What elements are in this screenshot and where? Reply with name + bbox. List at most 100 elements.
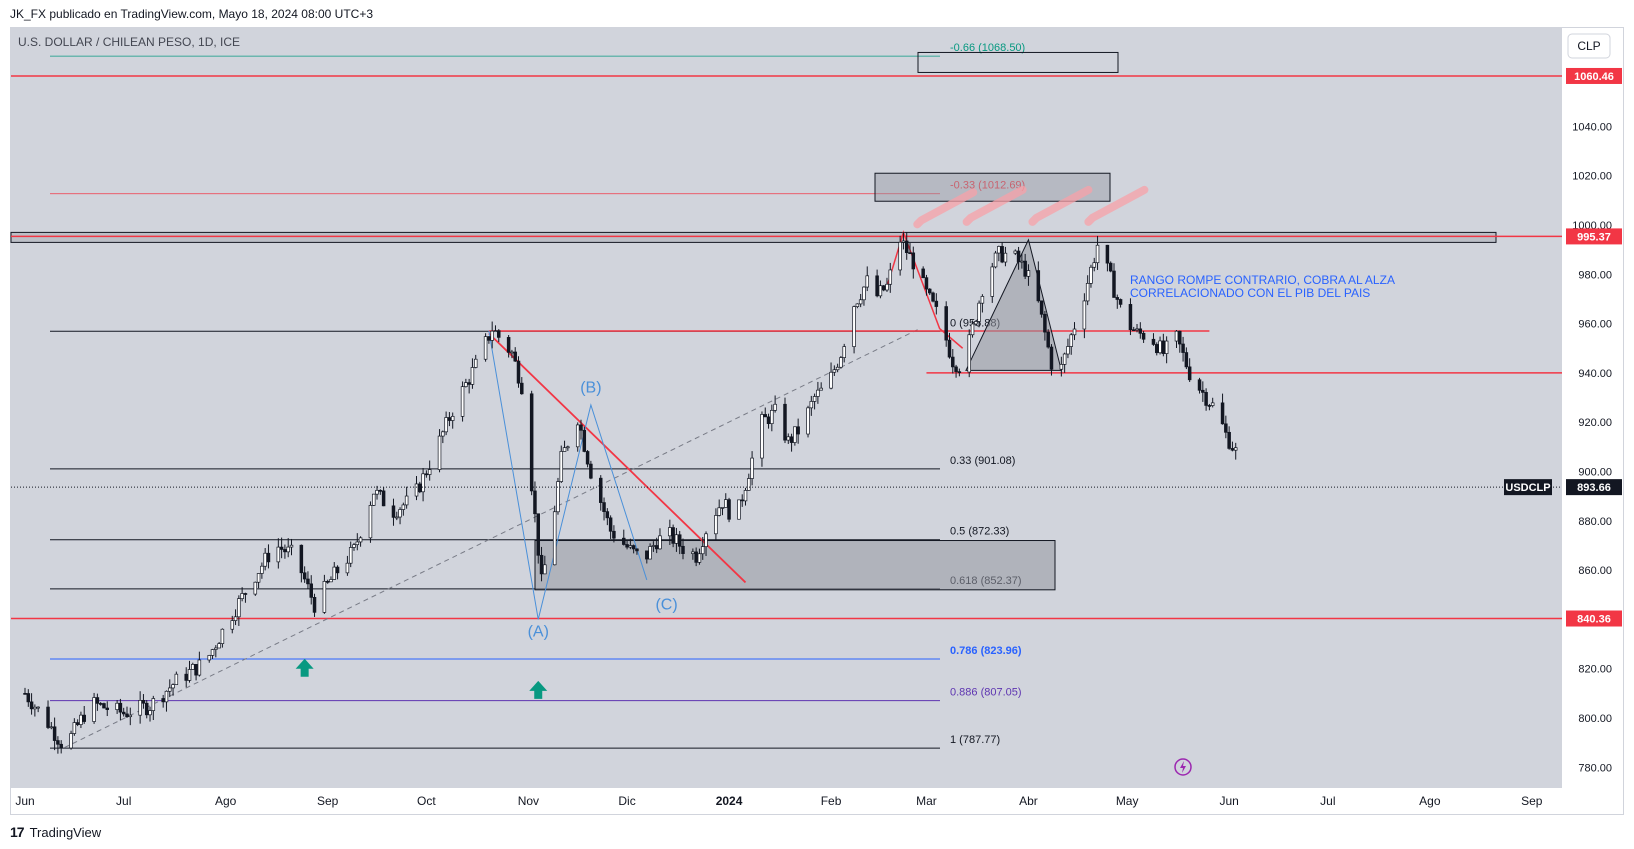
candle: [46, 700, 50, 730]
x-tick-label: Jun: [15, 794, 34, 808]
currency-button[interactable]: CLP: [1567, 33, 1611, 59]
candle: [539, 546, 544, 582]
candle-body: [957, 371, 962, 373]
candle: [1043, 310, 1047, 341]
candle: [858, 293, 863, 308]
candle: [118, 698, 123, 721]
candle: [970, 320, 975, 338]
candle: [138, 691, 142, 724]
candle-body: [789, 436, 794, 443]
candle-body: [898, 241, 902, 271]
candle-body: [562, 447, 567, 452]
candle: [1089, 264, 1093, 288]
candle: [654, 537, 659, 554]
candle-body: [1043, 313, 1047, 333]
candle-body: [75, 722, 80, 725]
candle-body: [533, 490, 537, 515]
candle: [421, 467, 425, 502]
candle: [299, 544, 304, 583]
currency-button-bg[interactable]: [1567, 33, 1611, 59]
time-axis[interactable]: [11, 788, 1622, 814]
tradingview-brand[interactable]: TradingView: [29, 824, 102, 840]
candle-body: [424, 473, 429, 476]
candle: [174, 671, 179, 685]
x-tick-label: Jul: [116, 794, 131, 808]
candle-body: [881, 285, 886, 291]
candle: [645, 550, 649, 564]
candle-body: [322, 581, 327, 613]
candle-body: [513, 351, 517, 362]
candle: [36, 706, 40, 713]
candle: [556, 477, 560, 515]
pink-pointer-arrow-icon: [962, 185, 1027, 226]
candle: [164, 690, 169, 712]
candle-body: [724, 499, 728, 508]
candle-body: [819, 387, 823, 391]
y-tick-label: 1040.00: [1572, 121, 1612, 133]
candle: [724, 493, 728, 508]
candle-body: [1187, 366, 1192, 381]
candle: [944, 301, 948, 347]
candle-body: [1227, 431, 1231, 449]
candle: [737, 499, 741, 520]
candle-body: [786, 436, 791, 441]
candle-body: [1201, 389, 1205, 393]
candle: [72, 718, 77, 736]
candle: [79, 711, 83, 729]
candle-body: [875, 275, 879, 297]
candle-body: [1003, 252, 1008, 263]
tradingview-logo-icon[interactable]: 17: [10, 824, 25, 840]
candle: [717, 499, 721, 517]
x-tick-label: Sep: [317, 794, 339, 808]
candle-body: [1026, 270, 1031, 277]
candle: [506, 334, 511, 358]
target-box-1068: [917, 51, 1119, 73]
candle: [1039, 300, 1044, 318]
candle: [533, 481, 537, 523]
candle-body: [1095, 244, 1100, 264]
price-axis[interactable]: [1562, 28, 1622, 788]
candle: [197, 651, 202, 677]
candle: [1026, 264, 1031, 286]
lightning-icon-bolt[interactable]: [1180, 761, 1186, 773]
candle: [1141, 330, 1146, 343]
candle: [605, 508, 610, 526]
symbol-badge: USDCLP: [1504, 479, 1552, 496]
y-tick-label: 800.00: [1578, 713, 1612, 725]
candle: [812, 393, 817, 410]
candle-body: [174, 673, 179, 685]
candle: [839, 355, 843, 369]
candle-body: [121, 711, 126, 715]
lightning-icon[interactable]: [1174, 758, 1192, 776]
candle-body: [727, 499, 731, 520]
level-label-fib-minus-0.66: -0.66 (1068.50): [950, 42, 1025, 54]
candle: [589, 460, 593, 480]
axis-badge-label: 995.37: [1577, 231, 1611, 243]
candle-body: [974, 321, 978, 325]
chart-title: U.S. DOLLAR / CHILEAN PESO, 1D, ICE: [18, 35, 240, 49]
lightning-icon-ring[interactable]: [1174, 758, 1192, 776]
candle-body: [444, 417, 448, 433]
candle: [1164, 336, 1169, 364]
candle: [585, 450, 590, 468]
candle-body: [243, 593, 248, 595]
candle-body: [967, 334, 971, 373]
candle: [809, 395, 814, 416]
candle: [355, 533, 360, 551]
candle-body: [809, 401, 814, 409]
candle: [1138, 322, 1143, 339]
candle-body: [681, 545, 685, 554]
candle: [263, 548, 267, 571]
candle-body: [904, 240, 909, 254]
candle: [404, 486, 409, 509]
candle: [1069, 332, 1073, 355]
candle-body: [608, 517, 613, 532]
candle: [398, 507, 402, 525]
candle-body: [816, 389, 820, 397]
candle-body: [645, 550, 649, 560]
candle: [612, 525, 616, 543]
candle: [990, 262, 995, 303]
symbol-badge-bg: [1504, 479, 1552, 496]
candle-body: [589, 463, 593, 479]
